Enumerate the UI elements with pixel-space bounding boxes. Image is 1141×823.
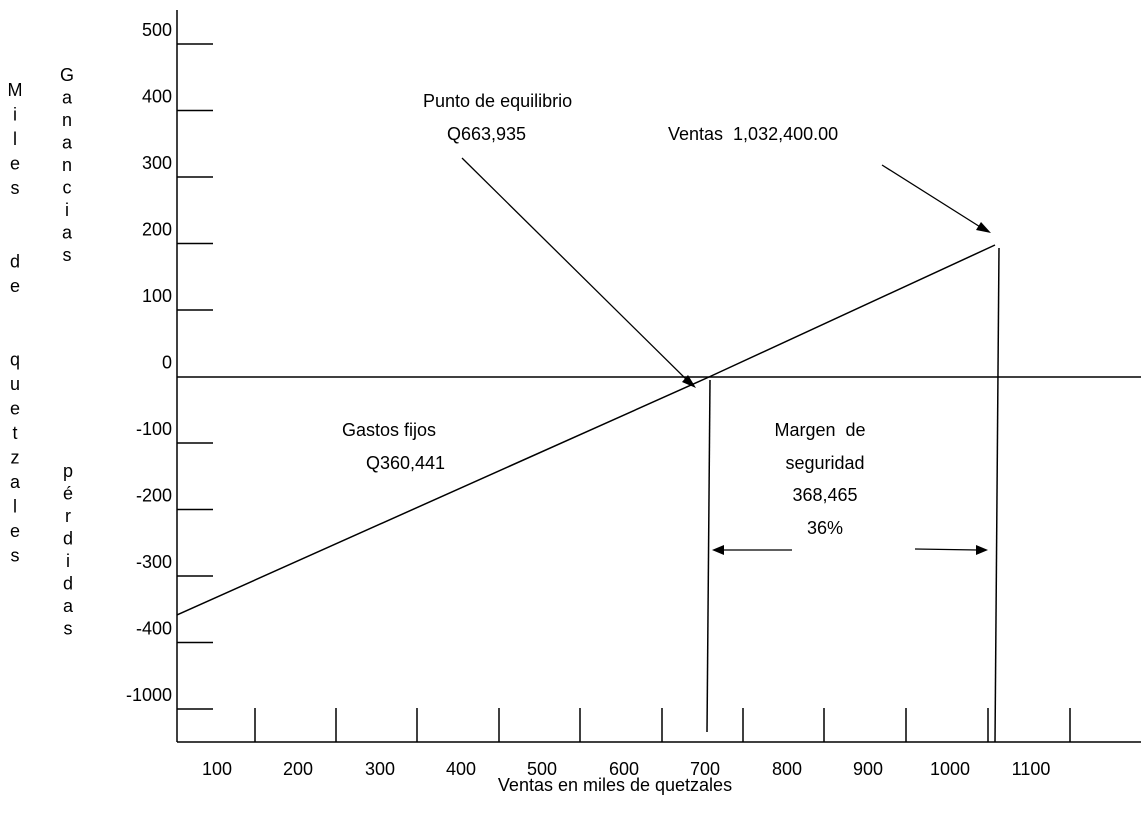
x-tick-label: 900 [853, 759, 883, 779]
y-title-letter: a [62, 88, 73, 108]
y-title-letter: a [63, 596, 74, 616]
y-tick-label: 500 [142, 20, 172, 40]
y-title-letter: z [11, 448, 20, 468]
y-title-letter: u [10, 374, 20, 394]
y-title-letter: a [10, 472, 21, 492]
y-title-letter: a [62, 133, 73, 153]
break-even-arrowhead [682, 375, 696, 388]
y-title-letter: n [62, 110, 72, 130]
sales-label: Ventas 1,032,400.00 [668, 124, 838, 144]
x-tick-label: 300 [365, 759, 395, 779]
x-tick-label: 600 [609, 759, 639, 779]
y-title-letter: i [66, 551, 70, 571]
y-title-letter: t [12, 423, 17, 443]
break-even-arrow [461, 157, 693, 386]
y-title-letter: a [62, 223, 73, 243]
arrows [461, 157, 991, 555]
annotations: Punto de equilibrio Q663,935 Ventas 1,03… [342, 91, 866, 538]
x-axis-title: Ventas en miles de quetzales [498, 775, 732, 795]
break-even-title: Punto de equilibrio [423, 91, 572, 111]
sales-arrowhead [976, 222, 991, 233]
y-title-letter: e [10, 154, 20, 174]
margin-line-3: 368,465 [792, 485, 857, 505]
x-tick-label: 400 [446, 759, 476, 779]
y-tick-label: -400 [136, 619, 172, 639]
x-tick-label: 200 [283, 759, 313, 779]
sales-arrow [881, 164, 986, 231]
x-tick-label: 700 [690, 759, 720, 779]
margin-right-arrow [914, 548, 979, 551]
y-tick-label: 0 [162, 353, 172, 373]
y-title-letter: i [65, 200, 69, 220]
y-title-letter: e [10, 521, 20, 541]
sales-drop-line [994, 247, 1000, 743]
y-title-letter: é [63, 484, 73, 504]
y-title-letter: i [13, 105, 17, 125]
y-title-letter: l [13, 129, 17, 149]
y-title-letter: l [13, 497, 17, 517]
profit-line [176, 244, 996, 616]
fixed-costs-title: Gastos fijos [342, 420, 436, 440]
y-title-letter: s [63, 245, 72, 265]
x-tick-label: 1100 [1012, 759, 1051, 779]
series [176, 244, 996, 616]
x-tick-label: 100 [202, 759, 232, 779]
break-even-value: Q663,935 [447, 124, 526, 144]
y-title-letter: G [60, 65, 74, 85]
y-title-letter: n [62, 155, 72, 175]
y-title-letter: s [64, 619, 73, 639]
y-title-letter: d [63, 574, 73, 594]
y-title-letter: e [10, 276, 20, 296]
fixed-costs-value: Q360,441 [366, 453, 445, 473]
margin-line-1: Margen de [774, 420, 865, 440]
y-tick-label: 400 [142, 87, 172, 107]
axes [176, 10, 1141, 743]
y-ticks: 500 400 300 200 100 0 -100 -200 -300 -400 -1000 [126, 20, 213, 710]
break-even-drop-line [706, 379, 711, 733]
y-title-letter: s [11, 546, 20, 566]
y-title-letter: M [8, 80, 23, 100]
y-title-letter: e [10, 399, 20, 419]
x-tick-label: 1000 [930, 759, 970, 779]
margin-line-4: 36% [807, 518, 843, 538]
y-tick-label: -100 [136, 419, 172, 439]
x-ticks: 100 200 300 400 500 600 700 800 900 1000 1100 [202, 708, 1071, 779]
margin-left-arrowhead [712, 545, 724, 555]
y-tick-label: 300 [142, 153, 172, 173]
y-title-letter: d [63, 529, 73, 549]
y-title-letter: q [10, 350, 20, 370]
y-tick-label: -1000 [126, 685, 172, 705]
margin-line-2: seguridad [785, 453, 864, 473]
y-title-letter: r [65, 506, 71, 526]
y-title-letter: d [10, 252, 20, 272]
x-tick-label: 800 [772, 759, 802, 779]
y-tick-label: -200 [136, 486, 172, 506]
y-tick-label: -300 [136, 552, 172, 572]
y-title-letter: s [11, 178, 20, 198]
y-tick-label: 200 [142, 220, 172, 240]
x-tick-label: 500 [527, 759, 557, 779]
y-tick-label: 100 [142, 286, 172, 306]
margin-right-arrowhead [976, 545, 988, 555]
guides [706, 247, 1000, 743]
y-title-letter: p [63, 461, 73, 481]
y-title-letter: c [63, 178, 72, 198]
